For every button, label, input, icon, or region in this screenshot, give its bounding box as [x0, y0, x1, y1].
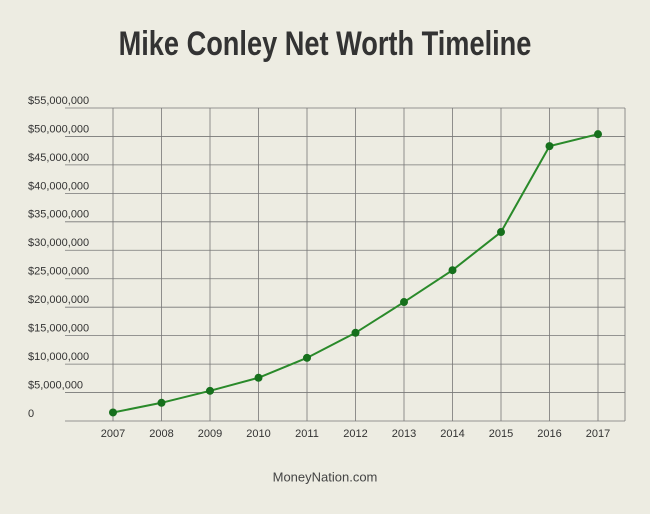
chart-title: Mike Conley Net Worth Timeline: [119, 24, 532, 63]
marker: [497, 228, 505, 237]
x-tick-label: 2007: [101, 428, 125, 440]
x-tick-label: 2008: [149, 428, 173, 440]
x-tick-label: 2013: [392, 428, 416, 440]
y-tick-label: $55,000,000: [28, 95, 89, 107]
y-tick-label: $35,000,000: [28, 209, 89, 221]
marker: [157, 398, 166, 407]
y-tick-label: $5,000,000: [28, 379, 83, 391]
marker: [400, 298, 408, 307]
y-tick-label: $20,000,000: [28, 294, 89, 306]
marker: [206, 386, 214, 395]
source: MoneyNation.com: [273, 469, 378, 484]
marker: [254, 373, 263, 382]
x-tick-label: 2012: [343, 428, 367, 440]
y-tick-label: 0: [28, 408, 34, 420]
marker: [109, 408, 117, 417]
x-tick-label: 2015: [489, 428, 513, 440]
y-tick-label: $15,000,000: [28, 323, 89, 335]
marker: [448, 266, 457, 275]
x-tick-label: 2011: [295, 428, 319, 440]
x-tick-label: 2017: [586, 428, 610, 440]
y-tick-label: $30,000,000: [28, 237, 89, 249]
marker: [545, 142, 554, 151]
marker: [351, 328, 360, 337]
y-tick-label: $40,000,000: [28, 180, 89, 192]
marker: [594, 130, 602, 139]
y-tick-label: $25,000,000: [28, 266, 89, 278]
x-tick-label: 2016: [537, 428, 561, 440]
x-tick-label: 2010: [246, 428, 270, 440]
y-tick-label: $50,000,000: [28, 123, 89, 135]
y-tick-label: $10,000,000: [28, 351, 89, 363]
x-tick-label: 2009: [198, 428, 222, 440]
x-tick-label: 2014: [440, 428, 464, 440]
marker: [303, 353, 311, 362]
y-tick-label: $45,000,000: [28, 152, 89, 164]
